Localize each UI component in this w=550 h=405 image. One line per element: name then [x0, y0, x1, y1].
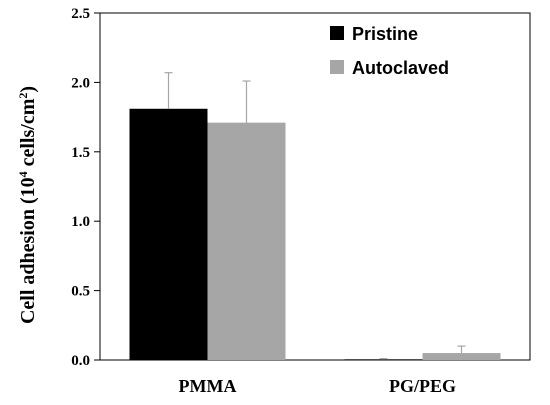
legend-entry-pristine: Pristine: [352, 24, 418, 44]
y-tick-label: 0.0: [71, 353, 90, 369]
legend-entry-autoclaved: Autoclaved: [352, 58, 449, 78]
plot-area: 0.0 0.5 1.0 1.5 2.0 2.5 PMMA PG/PEG: [71, 6, 531, 396]
y-axis-label: Cell adhesion (104 cells/cm2): [16, 86, 39, 324]
y-tick-label: 0.5: [71, 284, 90, 300]
legend: Pristine Autoclaved: [330, 24, 449, 78]
plot-frame: [99, 12, 531, 361]
y-axis-title: Cell adhesion (104 cells/cm2): [16, 86, 39, 324]
bar-pristine-pmma: [129, 108, 208, 360]
bar-pristine-pgpeg: [344, 359, 423, 360]
bar-autoclaved-pgpeg: [422, 353, 501, 360]
bar-autoclaved-pmma: [207, 122, 286, 360]
legend-swatch: [330, 60, 344, 74]
y-tick-label: 1.0: [71, 214, 90, 230]
y-tick-label: 1.5: [71, 145, 90, 161]
x-category-label: PG/PEG: [389, 376, 456, 396]
y-tick-label: 2.0: [71, 75, 90, 91]
legend-swatch: [330, 26, 344, 40]
y-tick-label: 2.5: [71, 6, 90, 22]
x-category-label: PMMA: [179, 376, 237, 396]
